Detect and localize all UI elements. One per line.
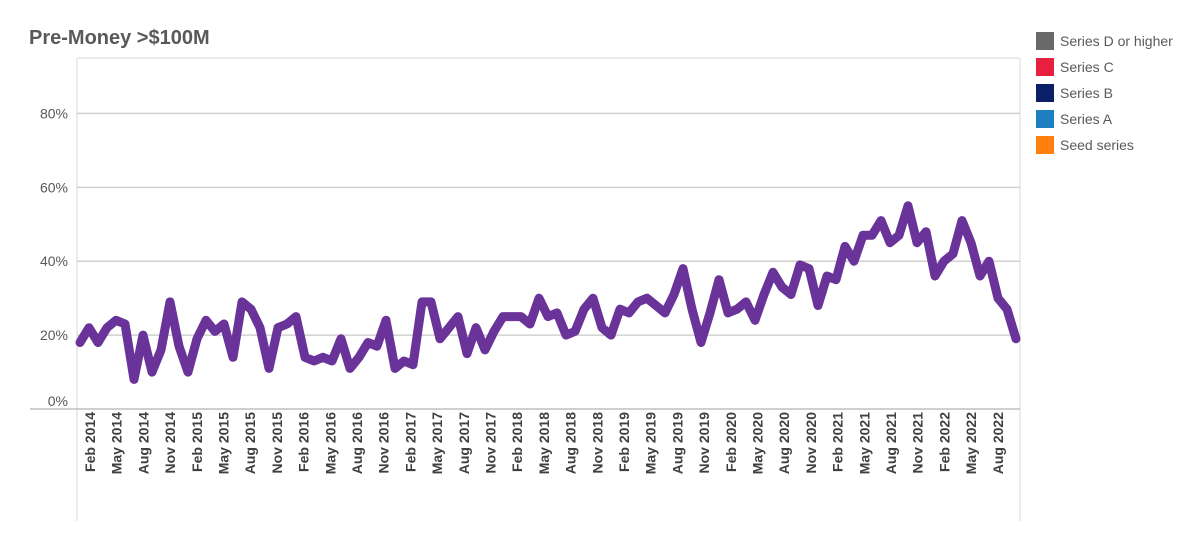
series-line xyxy=(75,201,1021,384)
x-tick-label: Nov 2017 xyxy=(483,412,499,474)
x-tick-label: Feb 2018 xyxy=(509,412,525,472)
legend-swatch xyxy=(1036,110,1054,128)
x-tick-label: Aug 2018 xyxy=(563,412,579,474)
x-tick-label: Feb 2017 xyxy=(402,412,418,472)
x-tick-label: Aug 2021 xyxy=(883,412,899,474)
y-tick-label: 40% xyxy=(40,253,68,269)
x-tick-label: Feb 2016 xyxy=(296,412,312,472)
legend: Series D or higher Series C Series B Series… xyxy=(1036,28,1173,158)
x-tick-label: May 2016 xyxy=(322,412,338,474)
legend-label: Series C xyxy=(1060,59,1114,75)
legend-item: Series B xyxy=(1036,80,1173,106)
x-tick-label: Nov 2021 xyxy=(910,412,926,474)
x-tick-label: May 2021 xyxy=(856,412,872,474)
legend-item: Series A xyxy=(1036,106,1173,132)
x-tick-label: Nov 2019 xyxy=(696,412,712,474)
x-tick-label: Nov 2020 xyxy=(803,412,819,474)
x-tick-label: May 2020 xyxy=(750,412,766,474)
x-tick-label: May 2019 xyxy=(643,412,659,474)
x-tick-label: Aug 2014 xyxy=(135,412,151,474)
legend-swatch xyxy=(1036,58,1054,76)
x-tick-label: Aug 2020 xyxy=(776,412,792,474)
x-tick-label: May 2022 xyxy=(963,412,979,474)
x-tick-label: Feb 2019 xyxy=(616,412,632,472)
x-tick-label: Feb 2020 xyxy=(723,412,739,472)
x-tick-label: May 2015 xyxy=(216,412,232,474)
x-tick-label: Feb 2014 xyxy=(82,412,98,472)
x-tick-label: May 2017 xyxy=(429,412,445,474)
y-axis-ticks: 0% 20% 40% 60% 80% xyxy=(40,105,68,409)
plot-frame xyxy=(30,57,1021,521)
y-tick-label: 0% xyxy=(48,393,68,409)
chart-title: Pre-Money >$100M xyxy=(29,27,210,49)
legend-item: Seed series xyxy=(1036,132,1173,158)
x-tick-label: Nov 2015 xyxy=(269,412,285,474)
legend-label: Series A xyxy=(1060,111,1113,127)
x-tick-label: Aug 2015 xyxy=(242,412,258,474)
x-tick-label: May 2014 xyxy=(109,412,125,474)
y-tick-label: 60% xyxy=(40,179,68,195)
legend-swatch xyxy=(1036,84,1054,102)
legend-label: Series B xyxy=(1060,85,1113,101)
x-axis-ticks: Feb 2014 May 2014 Aug 2014 Nov 2014 Feb 2015… xyxy=(82,412,1006,474)
y-tick-label: 80% xyxy=(40,105,68,121)
x-tick-label: Aug 2017 xyxy=(456,412,472,474)
legend-item: Series C xyxy=(1036,54,1173,80)
x-tick-label: Aug 2019 xyxy=(669,412,685,474)
series-layer xyxy=(75,201,1021,384)
x-tick-label: May 2018 xyxy=(536,412,552,474)
x-tick-label: Aug 2016 xyxy=(349,412,365,474)
legend-label: Series D or higher xyxy=(1060,33,1173,49)
y-tick-label: 20% xyxy=(40,327,68,343)
x-tick-label: Feb 2015 xyxy=(189,412,205,472)
legend-swatch xyxy=(1036,32,1054,50)
x-tick-label: Nov 2014 xyxy=(162,412,178,474)
x-tick-label: Feb 2021 xyxy=(830,412,846,472)
x-tick-label: Feb 2022 xyxy=(936,412,952,472)
x-tick-label: Aug 2022 xyxy=(990,412,1006,474)
legend-swatch xyxy=(1036,136,1054,154)
x-tick-label: Nov 2018 xyxy=(589,412,605,474)
legend-label: Seed series xyxy=(1060,137,1134,153)
legend-item: Series D or higher xyxy=(1036,28,1173,54)
x-tick-label: Nov 2016 xyxy=(376,412,392,474)
